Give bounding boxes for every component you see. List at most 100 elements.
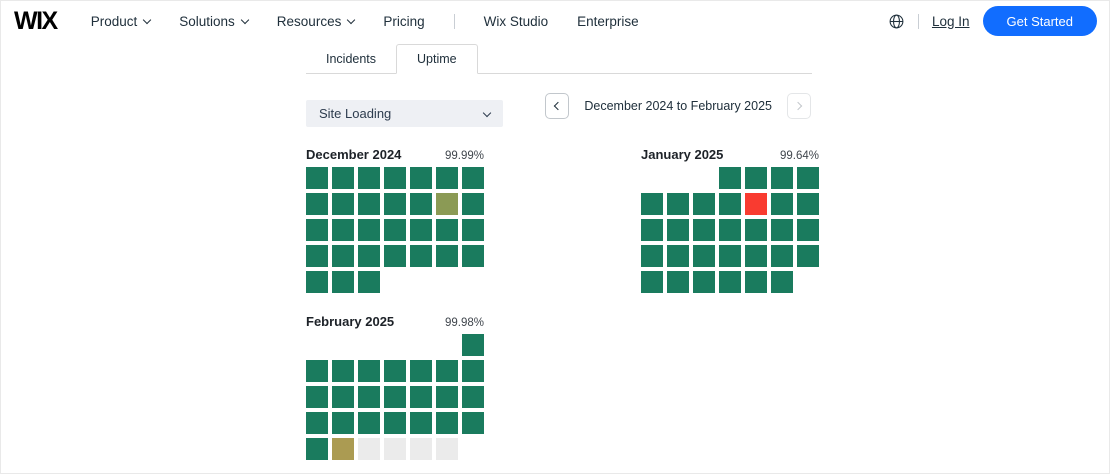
uptime-day-cell[interactable] (306, 412, 328, 434)
uptime-day-cell[interactable] (745, 219, 767, 241)
uptime-day-cell[interactable] (358, 438, 380, 460)
prev-period-button[interactable] (545, 93, 570, 119)
uptime-day-cell[interactable] (745, 245, 767, 267)
uptime-day-cell[interactable] (358, 360, 380, 382)
uptime-day-cell[interactable] (358, 412, 380, 434)
uptime-day-cell[interactable] (306, 438, 328, 460)
nav-item-enterprise[interactable]: Enterprise (577, 14, 639, 29)
uptime-day-cell[interactable] (306, 271, 328, 293)
tab-uptime[interactable]: Uptime (396, 44, 478, 74)
uptime-day-cell[interactable] (693, 245, 715, 267)
uptime-day-cell[interactable] (719, 271, 741, 293)
uptime-day-cell[interactable] (462, 334, 484, 356)
uptime-day-cell[interactable] (384, 412, 406, 434)
uptime-day-cell[interactable] (462, 386, 484, 408)
uptime-day-cell[interactable] (462, 245, 484, 267)
uptime-day-cell[interactable] (410, 167, 432, 189)
nav-item-product[interactable]: Product (91, 14, 152, 29)
uptime-day-cell[interactable] (719, 167, 741, 189)
uptime-day-cell[interactable] (332, 167, 354, 189)
uptime-day-cell[interactable] (358, 193, 380, 215)
uptime-day-cell[interactable] (771, 271, 793, 293)
uptime-day-cell[interactable] (332, 219, 354, 241)
uptime-day-cell[interactable] (358, 245, 380, 267)
uptime-day-cell[interactable] (384, 193, 406, 215)
uptime-day-cell[interactable] (745, 271, 767, 293)
uptime-day-cell[interactable] (771, 245, 793, 267)
next-period-button[interactable] (787, 93, 811, 119)
uptime-day-cell[interactable] (667, 219, 689, 241)
uptime-day-cell[interactable] (797, 219, 819, 241)
uptime-day-cell[interactable] (384, 167, 406, 189)
uptime-day-cell[interactable] (358, 271, 380, 293)
uptime-day-cell[interactable] (332, 386, 354, 408)
uptime-day-cell[interactable] (436, 412, 458, 434)
uptime-day-cell[interactable] (436, 360, 458, 382)
uptime-day-cell[interactable] (410, 412, 432, 434)
uptime-day-cell[interactable] (771, 167, 793, 189)
uptime-day-cell[interactable] (332, 271, 354, 293)
uptime-day-cell[interactable] (745, 167, 767, 189)
uptime-day-cell[interactable] (797, 167, 819, 189)
log-in-link[interactable]: Log In (931, 13, 970, 29)
uptime-day-cell[interactable] (410, 360, 432, 382)
uptime-day-cell[interactable] (462, 219, 484, 241)
uptime-day-cell[interactable] (693, 271, 715, 293)
uptime-day-cell[interactable] (410, 245, 432, 267)
uptime-day-cell[interactable] (384, 438, 406, 460)
wix-logo[interactable]: WIX (14, 6, 58, 35)
uptime-day-cell[interactable] (384, 386, 406, 408)
uptime-day-cell[interactable] (384, 245, 406, 267)
uptime-day-cell[interactable] (436, 386, 458, 408)
uptime-day-cell[interactable] (384, 360, 406, 382)
tab-incidents[interactable]: Incidents (326, 52, 377, 66)
uptime-day-cell[interactable] (410, 386, 432, 408)
nav-item-pricing[interactable]: Pricing (383, 14, 424, 29)
uptime-day-cell[interactable] (745, 193, 767, 215)
nav-item-wix-studio[interactable]: Wix Studio (484, 14, 549, 29)
uptime-day-cell[interactable] (462, 193, 484, 215)
uptime-day-cell[interactable] (641, 219, 663, 241)
uptime-day-cell[interactable] (462, 412, 484, 434)
uptime-day-cell[interactable] (436, 193, 458, 215)
globe-language-icon[interactable] (888, 13, 905, 30)
uptime-day-cell[interactable] (410, 219, 432, 241)
uptime-day-cell[interactable] (410, 193, 432, 215)
uptime-day-cell[interactable] (332, 245, 354, 267)
uptime-day-cell[interactable] (410, 438, 432, 460)
uptime-day-cell[interactable] (358, 219, 380, 241)
uptime-day-cell[interactable] (641, 271, 663, 293)
uptime-day-cell[interactable] (358, 167, 380, 189)
uptime-day-cell[interactable] (306, 219, 328, 241)
uptime-day-cell[interactable] (306, 245, 328, 267)
uptime-day-cell[interactable] (641, 193, 663, 215)
uptime-day-cell[interactable] (306, 167, 328, 189)
uptime-day-cell[interactable] (462, 167, 484, 189)
uptime-day-cell[interactable] (332, 360, 354, 382)
uptime-day-cell[interactable] (667, 193, 689, 215)
uptime-day-cell[interactable] (306, 360, 328, 382)
uptime-day-cell[interactable] (771, 193, 793, 215)
uptime-day-cell[interactable] (641, 245, 663, 267)
uptime-day-cell[interactable] (693, 193, 715, 215)
uptime-day-cell[interactable] (332, 193, 354, 215)
uptime-day-cell[interactable] (436, 245, 458, 267)
uptime-day-cell[interactable] (332, 412, 354, 434)
uptime-day-cell[interactable] (436, 167, 458, 189)
uptime-day-cell[interactable] (667, 271, 689, 293)
uptime-day-cell[interactable] (693, 219, 715, 241)
metric-select-dropdown[interactable]: Site Loading (306, 100, 503, 127)
uptime-day-cell[interactable] (384, 219, 406, 241)
uptime-day-cell[interactable] (462, 360, 484, 382)
uptime-day-cell[interactable] (306, 193, 328, 215)
uptime-day-cell[interactable] (797, 245, 819, 267)
nav-item-solutions[interactable]: Solutions (179, 14, 250, 29)
uptime-day-cell[interactable] (332, 438, 354, 460)
uptime-day-cell[interactable] (436, 438, 458, 460)
uptime-day-cell[interactable] (771, 219, 793, 241)
uptime-day-cell[interactable] (719, 219, 741, 241)
uptime-day-cell[interactable] (719, 245, 741, 267)
uptime-day-cell[interactable] (667, 245, 689, 267)
uptime-day-cell[interactable] (797, 193, 819, 215)
uptime-day-cell[interactable] (436, 219, 458, 241)
